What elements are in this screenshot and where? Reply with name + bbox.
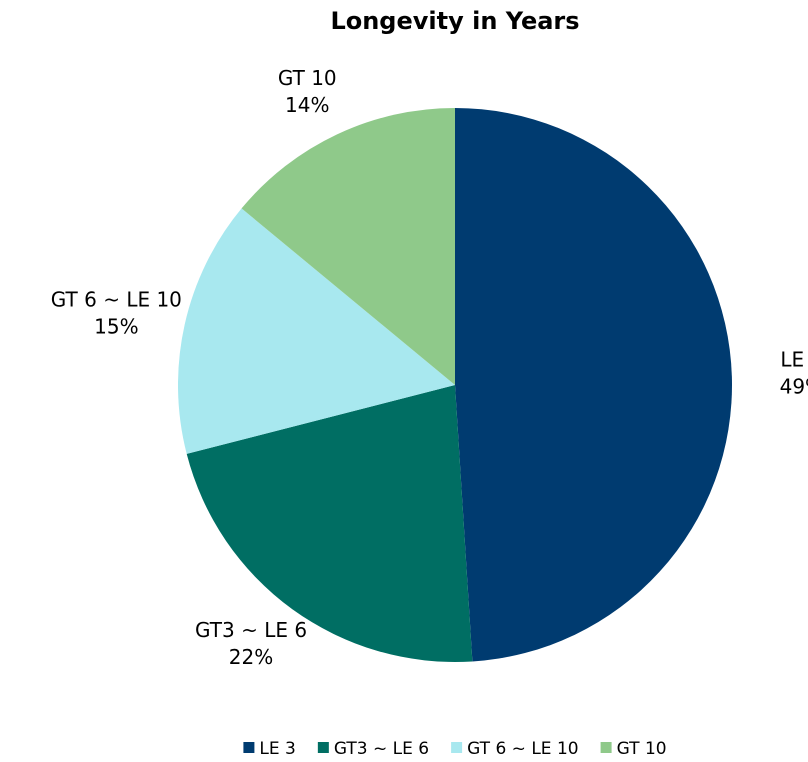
legend-label: LE 3 [259, 739, 295, 759]
legend-label: GT 10 [617, 739, 667, 759]
pie-slice [455, 108, 733, 662]
legend-swatch [600, 742, 612, 753]
pie-slice [186, 385, 473, 663]
data-label-value: 49% [780, 374, 808, 398]
data-label-name: GT 10 [278, 66, 337, 90]
data-label-value: 14% [285, 93, 329, 117]
chart-title: Longevity in Years [330, 7, 579, 35]
pie-slice [177, 208, 455, 454]
legend-swatch [243, 742, 255, 753]
legend-swatch [317, 742, 329, 753]
data-label-name: LE 3 [780, 347, 808, 371]
legend: LE 3 GT3 ~ LE 6 GT 6 ~ LE 10 GT 10 [243, 739, 667, 759]
data-label-name: GT3 ~ LE 6 [195, 618, 307, 642]
legend-swatch [451, 742, 463, 753]
legend-label: GT 6 ~ LE 10 [467, 739, 578, 759]
data-label-value: 22% [229, 645, 273, 669]
data-label-name: GT 6 ~ LE 10 [51, 287, 182, 311]
pie-slice [241, 107, 455, 385]
data-label-value: 15% [94, 314, 138, 338]
legend-label: GT3 ~ LE 6 [334, 739, 429, 759]
